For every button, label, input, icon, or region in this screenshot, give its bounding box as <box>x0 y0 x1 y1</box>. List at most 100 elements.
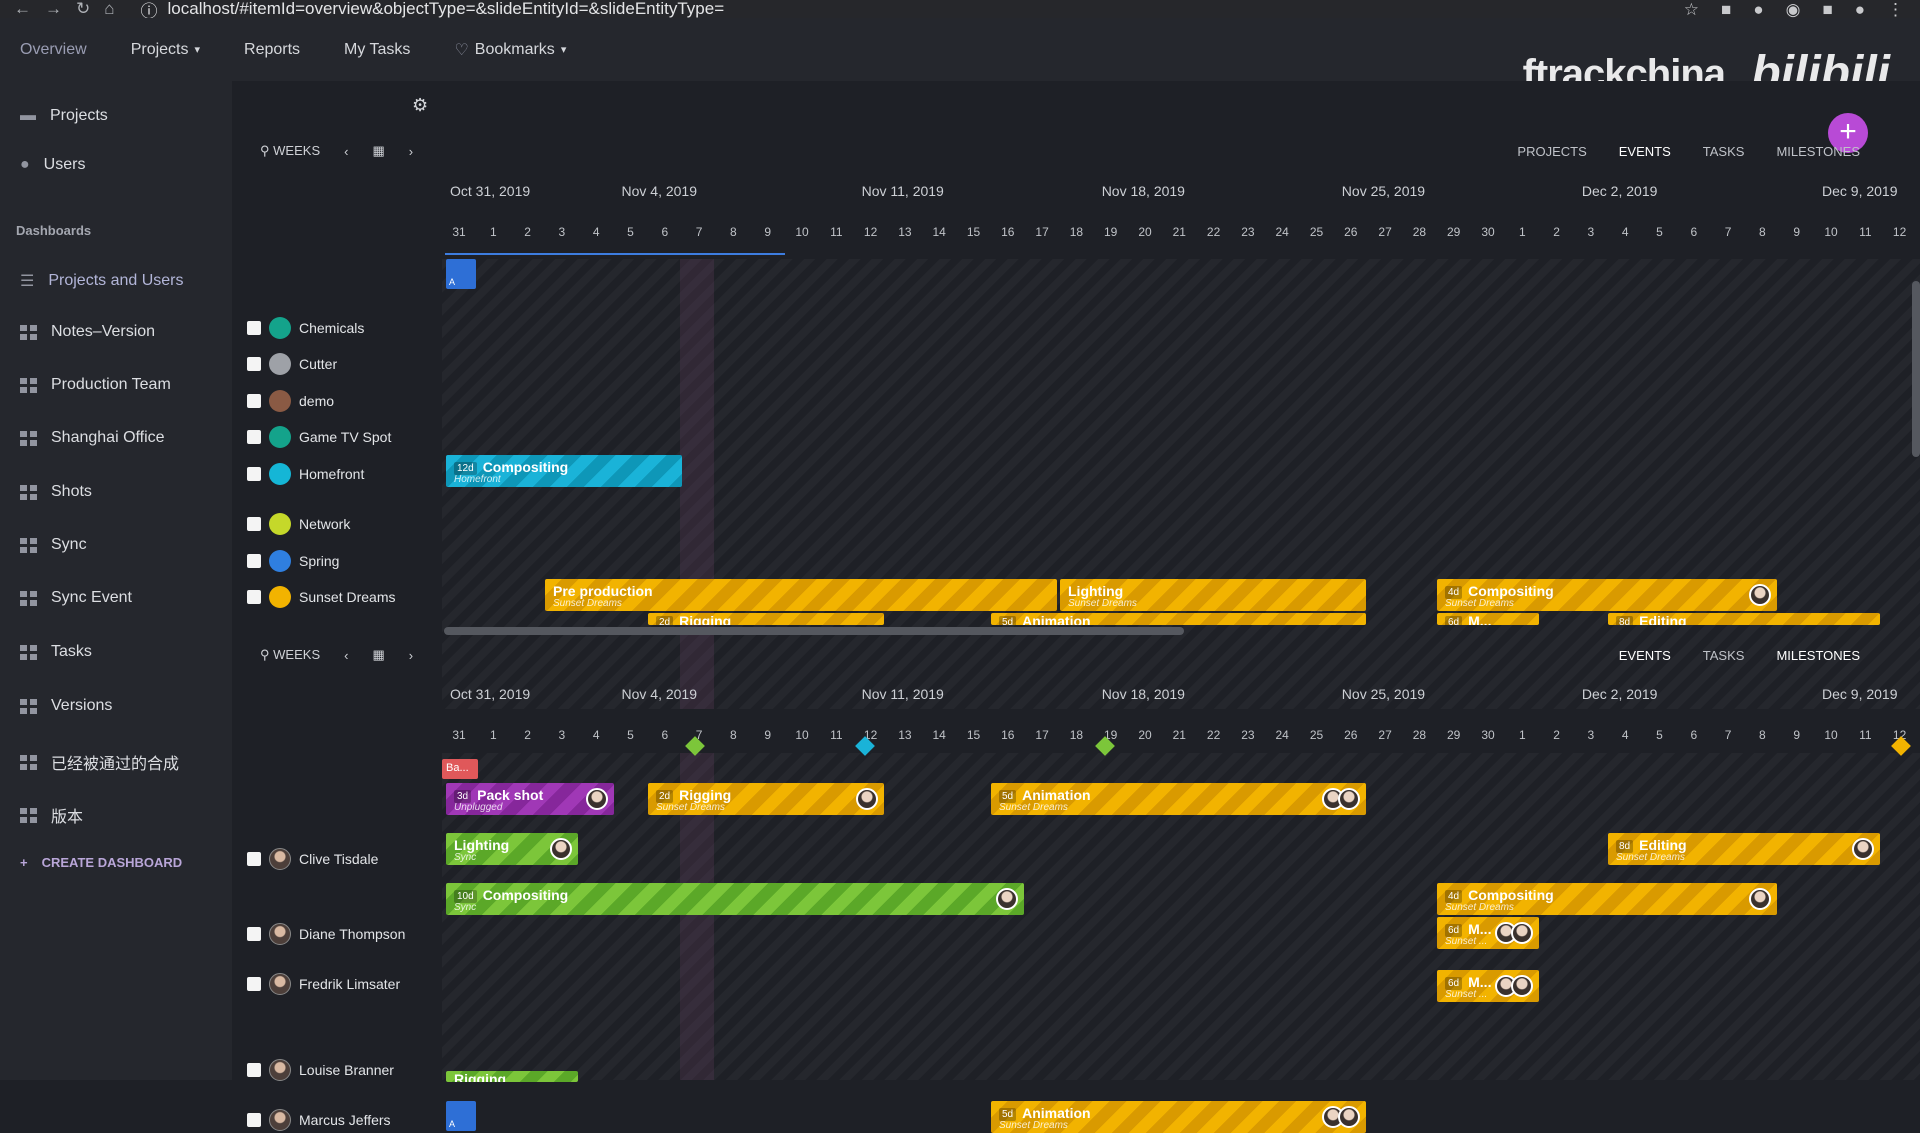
nav-overview[interactable]: Overview <box>20 40 87 58</box>
project-row[interactable]: Network <box>247 513 350 535</box>
extension-icon[interactable]: ■ <box>1721 0 1732 19</box>
event-bar[interactable]: 5d Animation <box>991 613 1366 625</box>
horizontal-scrollbar[interactable] <box>444 627 1184 635</box>
chevron-left-icon[interactable]: ‹ <box>344 143 349 159</box>
chevron-down-icon: ▾ <box>194 44 201 56</box>
project-row[interactable]: Game TV Spot <box>247 426 391 448</box>
sidebar-item-versions-cn[interactable]: 版本 <box>20 803 83 827</box>
event-bar[interactable]: 6d M... Sunset ... <box>1437 970 1539 1002</box>
nav-projects[interactable]: Projects ▾ <box>131 41 200 59</box>
profile-icon[interactable]: ● <box>1854 0 1865 19</box>
sidebar-item-approved-comps[interactable]: 已经被通过的合成 <box>20 750 179 774</box>
sidebar-item-shanghai-office[interactable]: Shanghai Office <box>20 429 165 447</box>
assignee-avatar[interactable]: A <box>446 259 476 289</box>
nav-reports[interactable]: Reports <box>244 40 301 58</box>
event-bar[interactable]: 4d Compositing Sunset Dreams <box>1437 883 1777 915</box>
tab-milestones[interactable]: MILESTONES <box>1776 143 1860 159</box>
project-row[interactable]: Spring <box>247 550 339 572</box>
project-row[interactable]: Sunset Dreams <box>247 586 395 608</box>
chevron-right-icon[interactable]: › <box>408 647 414 663</box>
weeks-selector[interactable]: ⚲ WEEKS <box>260 647 320 663</box>
event-bar[interactable]: 2d Rigging <box>648 613 884 625</box>
row-checkbox[interactable] <box>247 1063 261 1077</box>
sidebar-item-production-team[interactable]: Production Team <box>20 376 171 394</box>
event-bar[interactable]: 5d Animation Sunset Dreams <box>991 783 1366 815</box>
row-checkbox[interactable] <box>247 357 261 371</box>
event-bar[interactable]: Pre production Sunset Dreams <box>545 579 1057 611</box>
event-bar[interactable]: Ba... <box>442 759 478 779</box>
row-checkbox[interactable] <box>247 1113 261 1127</box>
chevron-left-icon[interactable]: ‹ <box>344 647 349 663</box>
tab-milestones[interactable]: MILESTONES <box>1776 647 1860 663</box>
chevron-right-icon[interactable]: › <box>408 143 414 159</box>
menu-icon[interactable]: ⋮ <box>1887 0 1904 19</box>
sidebar-item-users[interactable]: ● Users <box>20 156 85 174</box>
back-icon[interactable]: ← <box>14 0 31 18</box>
event-bar[interactable]: 5d Animation Sunset Dreams <box>991 1101 1366 1133</box>
add-button[interactable]: + <box>1828 113 1868 153</box>
row-checkbox[interactable] <box>247 852 261 866</box>
user-row[interactable]: Louise Branner <box>247 1059 394 1081</box>
assignee-avatar[interactable]: A <box>446 1101 476 1131</box>
event-bar[interactable]: Lighting Sync <box>446 833 578 865</box>
tab-events[interactable]: EVENTS <box>1618 647 1671 663</box>
event-bar[interactable]: 6d M... <box>1437 613 1539 625</box>
event-bar[interactable]: 4d Compositing Sunset Dreams <box>1437 579 1777 611</box>
user-row[interactable]: Fredrik Limsater <box>247 973 400 995</box>
row-checkbox[interactable] <box>247 554 261 568</box>
user-row[interactable]: Marcus Jeffers <box>247 1109 391 1131</box>
sidebar-item-sync-event[interactable]: Sync Event <box>20 589 132 607</box>
row-checkbox[interactable] <box>247 467 261 481</box>
weeks-selector[interactable]: ⚲ WEEKS <box>260 143 320 159</box>
user-row[interactable]: Diane Thompson <box>247 923 405 945</box>
address-bar[interactable]: ⓘ localhost/#itemId=overview&objectType=… <box>141 0 725 22</box>
tab-tasks[interactable]: TASKS <box>1702 143 1745 159</box>
sidebar-item-projects-and-users[interactable]: ☰ Projects and Users <box>20 271 184 291</box>
project-row[interactable]: Homefront <box>247 463 364 485</box>
tab-events[interactable]: EVENTS <box>1618 143 1671 159</box>
project-row[interactable]: demo <box>247 390 334 412</box>
extension-icon[interactable]: ◉ <box>1785 0 1801 19</box>
create-dashboard-button[interactable]: + CREATE DASHBOARD <box>20 855 182 870</box>
row-checkbox[interactable] <box>247 590 261 604</box>
calendar-icon[interactable]: ▦ <box>372 143 385 158</box>
project-row[interactable]: Chemicals <box>247 317 364 339</box>
sidebar-item-tasks[interactable]: Tasks <box>20 643 92 661</box>
nav-my-tasks[interactable]: My Tasks <box>344 40 411 58</box>
star-icon[interactable]: ☆ <box>1683 0 1700 19</box>
user-row[interactable]: Clive Tisdale <box>247 848 378 870</box>
row-checkbox[interactable] <box>247 321 261 335</box>
event-bar[interactable]: 12d Compositing Homefront <box>446 455 682 487</box>
sidebar-item-shots[interactable]: Shots <box>20 483 92 501</box>
sidebar-item-sync[interactable]: Sync <box>20 536 87 554</box>
tab-tasks[interactable]: TASKS <box>1702 647 1745 663</box>
row-checkbox[interactable] <box>247 430 261 444</box>
extension-icon[interactable]: ● <box>1753 0 1764 19</box>
row-checkbox[interactable] <box>247 517 261 531</box>
tab-projects[interactable]: PROJECTS <box>1517 143 1587 159</box>
home-icon[interactable]: ⌂ <box>104 0 115 18</box>
row-checkbox[interactable] <box>247 927 261 941</box>
event-bar[interactable]: Rigging <box>446 1071 578 1082</box>
event-bar[interactable]: 10d Compositing Sync <box>446 883 1024 915</box>
event-bar[interactable]: Lighting Sunset Dreams <box>1060 579 1366 611</box>
bar-duration: 5d <box>999 615 1017 625</box>
event-bar[interactable]: 3d Pack shot Unplugged <box>446 783 614 815</box>
calendar-icon[interactable]: ▦ <box>372 647 385 662</box>
row-checkbox[interactable] <box>247 977 261 991</box>
nav-bookmarks[interactable]: ♡ Bookmarks ▾ <box>454 40 566 60</box>
sidebar-item-notes-version[interactable]: Notes–Version <box>20 323 155 341</box>
settings-gear-icon[interactable]: ⚙ <box>412 95 429 115</box>
extension-icon[interactable]: ■ <box>1822 0 1833 19</box>
reload-icon[interactable]: ↻ <box>76 0 91 18</box>
event-bar[interactable]: 8d Editing <box>1608 613 1880 625</box>
forward-icon[interactable]: → <box>45 0 62 18</box>
sidebar-item-projects[interactable]: ▬ Projects <box>20 107 108 125</box>
event-bar[interactable]: 6d M... Sunset ... <box>1437 917 1539 949</box>
vertical-scrollbar[interactable] <box>1912 281 1920 457</box>
event-bar[interactable]: 2d Rigging Sunset Dreams <box>648 783 884 815</box>
project-row[interactable]: Cutter <box>247 353 337 375</box>
row-checkbox[interactable] <box>247 394 261 408</box>
event-bar[interactable]: 8d Editing Sunset Dreams <box>1608 833 1880 865</box>
sidebar-item-versions[interactable]: Versions <box>20 697 112 715</box>
